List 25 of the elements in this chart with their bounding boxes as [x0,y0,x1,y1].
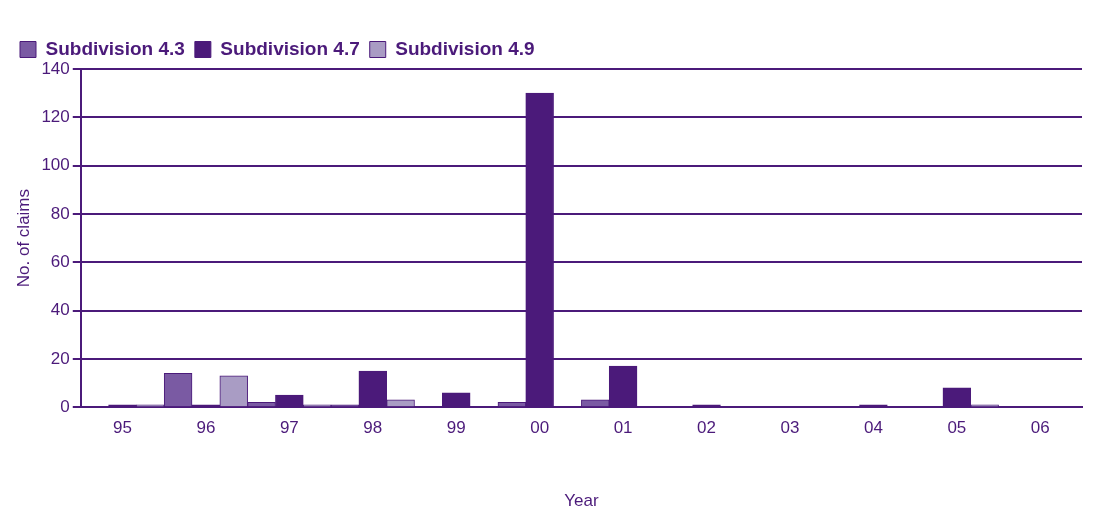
legend-label: Subdivision 4.9 [395,37,535,59]
x-tick-label: 98 [363,418,383,438]
y-tick-label: 80 [50,203,70,223]
x-tick-label: 02 [697,418,716,438]
y-tick-label: 120 [41,107,70,126]
y-tick-label: 100 [41,155,70,175]
y-tick-label: 60 [50,251,70,271]
legend-label: Subdivision 4.3 [45,37,185,59]
legend-label: Subdivision 4.7 [220,37,360,59]
x-axis-title: Year [564,491,599,511]
x-tick-label: 99 [446,418,466,438]
y-tick-label: 40 [50,300,70,320]
y-tick-label: 20 [50,348,70,368]
x-tick-label: 96 [196,418,216,438]
x-tick-label: 06 [1030,418,1050,438]
y-tick-label: 140 [41,58,70,78]
y-tick-label: 0 [60,396,70,416]
x-tick-label: 05 [947,418,967,438]
x-tick-label: 00 [530,418,550,438]
x-tick-label: 04 [863,418,883,438]
x-tick-label: 97 [279,418,299,438]
x-tick-label: 01 [613,418,633,438]
x-tick-label: 03 [780,418,800,438]
x-tick-label: 95 [113,418,132,438]
y-axis-title: No. of claims [13,188,33,288]
